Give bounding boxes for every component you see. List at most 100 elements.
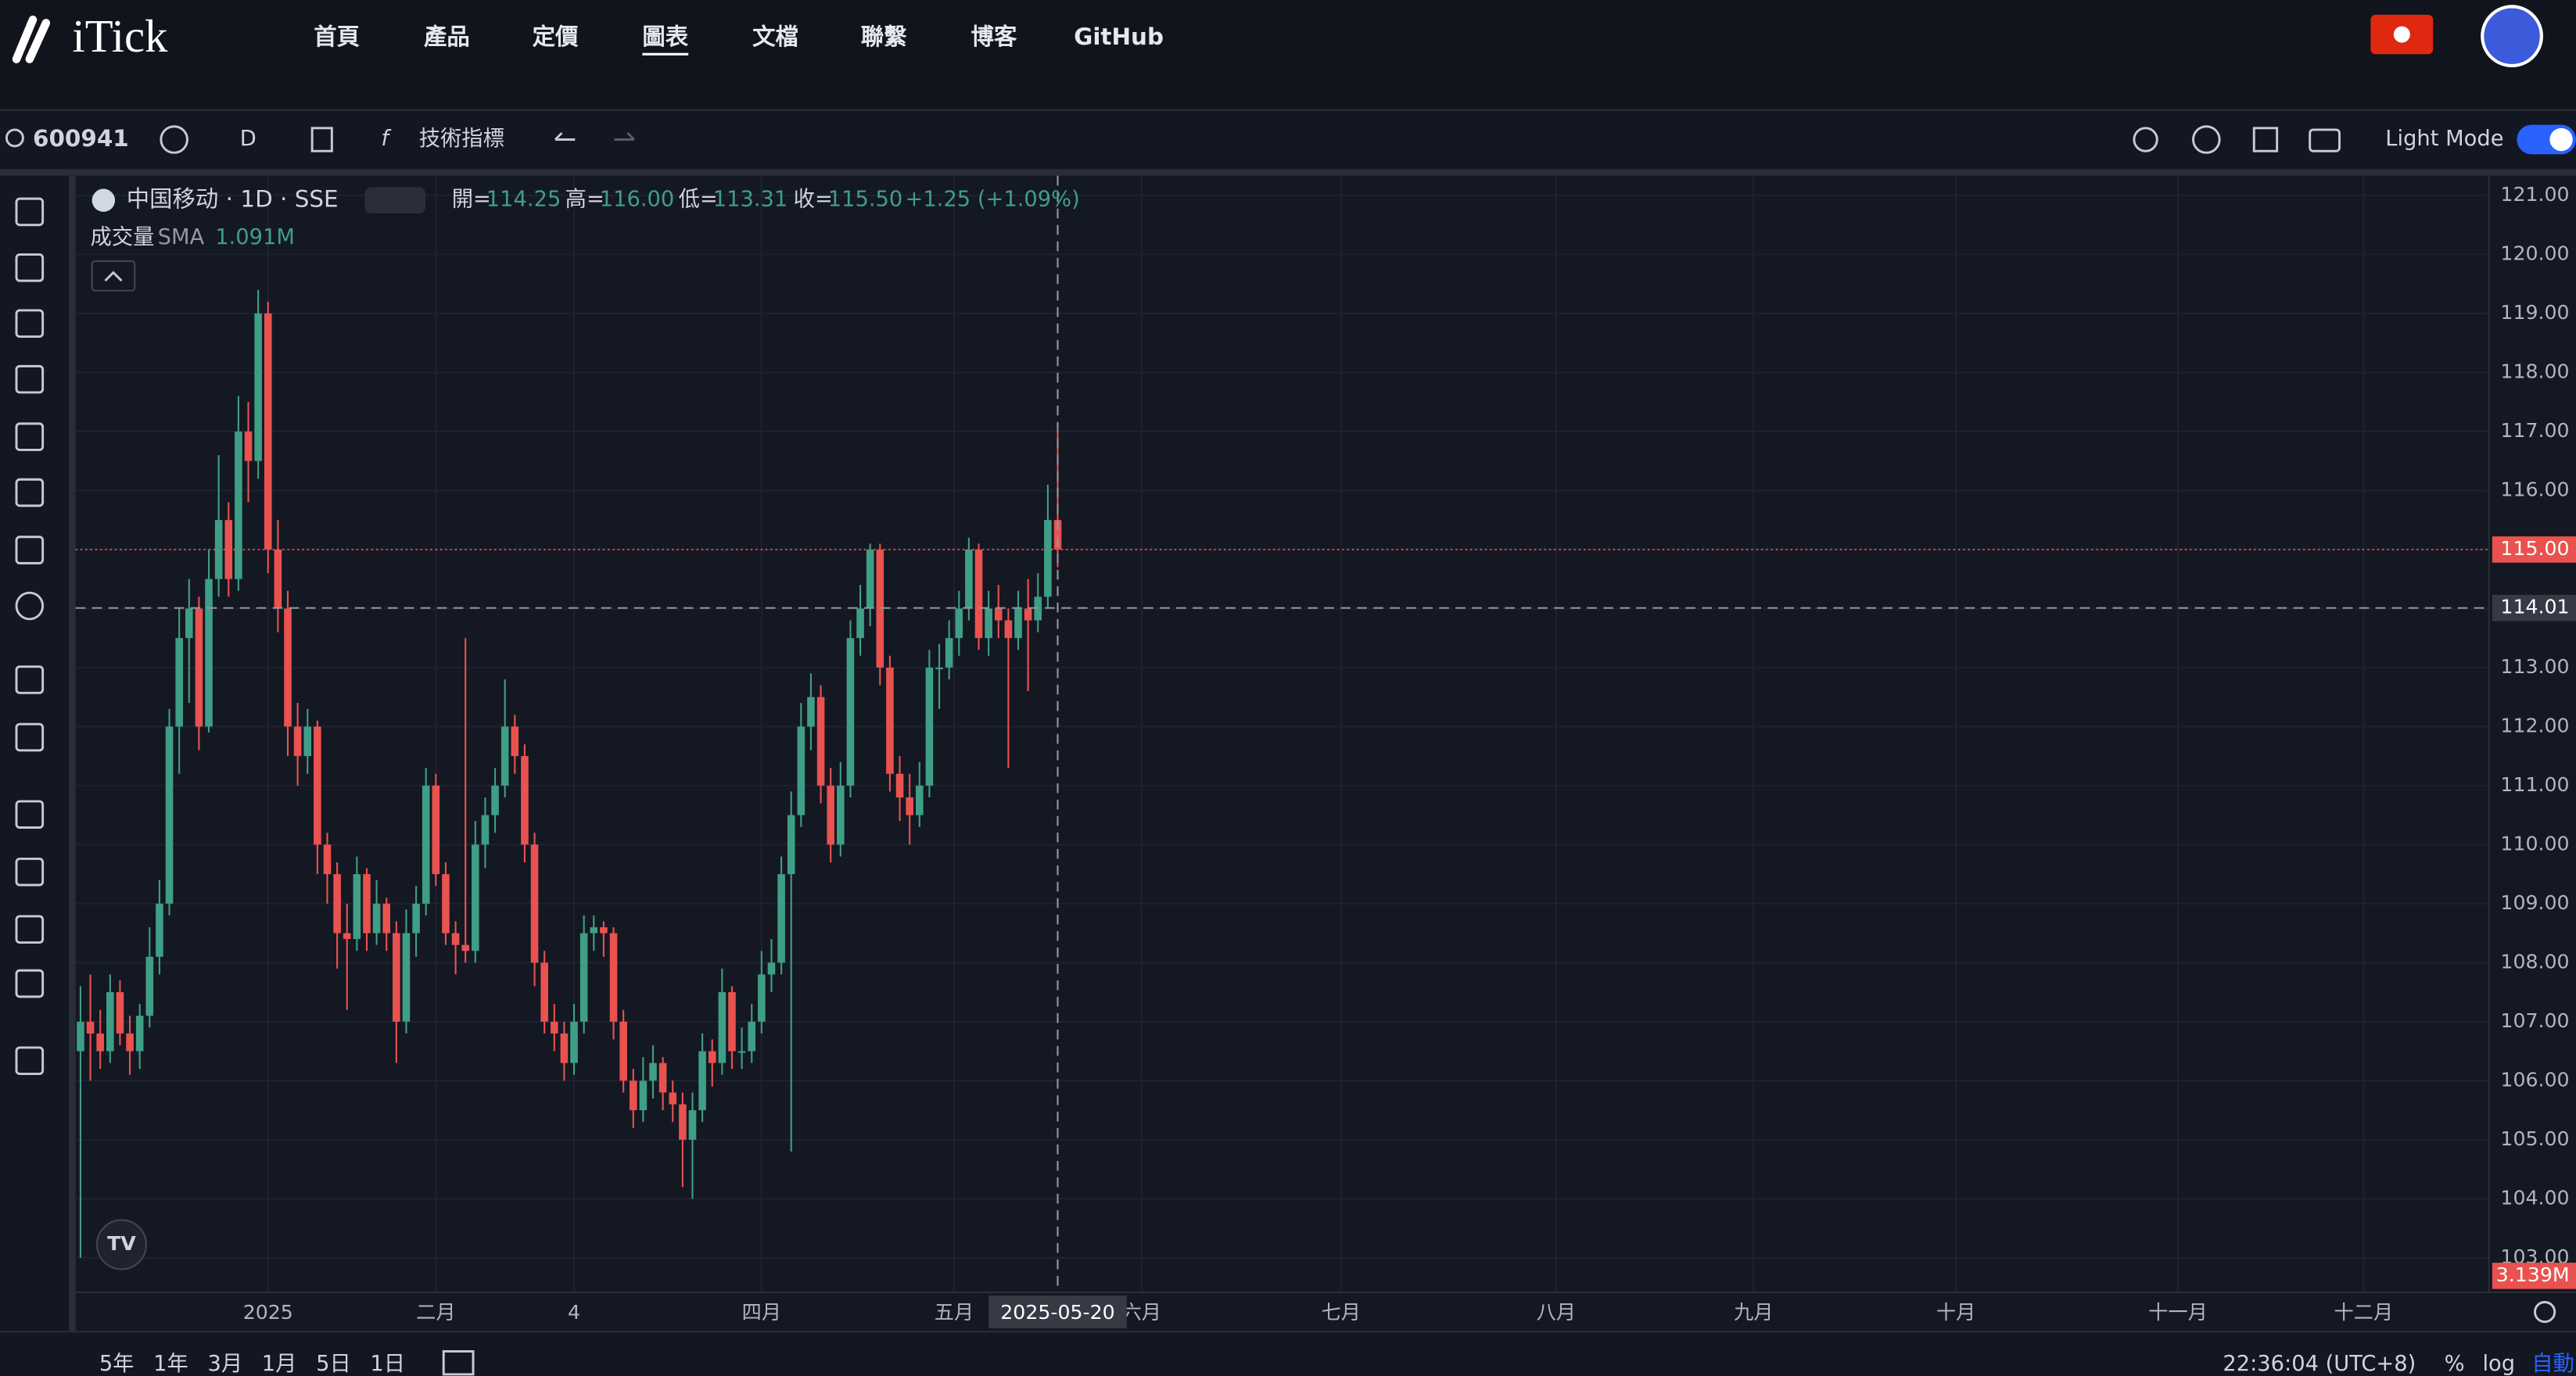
fullscreen-icon[interactable] — [2252, 127, 2279, 152]
tool-button[interactable] — [15, 969, 45, 998]
candle-body — [916, 785, 924, 815]
nav-item[interactable]: 產品 — [424, 23, 470, 50]
y-tick-label: 108.00 — [2500, 950, 2569, 973]
tool-button[interactable] — [15, 1046, 45, 1076]
candle-body — [472, 844, 479, 951]
nav-item[interactable]: GitHub — [1074, 23, 1164, 50]
redo[interactable] — [614, 132, 635, 141]
candle-body — [639, 1080, 648, 1111]
candle-body — [135, 1016, 144, 1052]
scale-option[interactable]: 自動 — [2531, 1352, 2574, 1376]
theme-toggle-label: Light Mode — [2385, 127, 2503, 151]
indicators[interactable]: 技術指標 — [419, 127, 504, 151]
tool-button[interactable] — [15, 857, 45, 887]
range-button[interactable]: 1日 — [370, 1352, 405, 1376]
candle-body — [481, 815, 490, 845]
tool-button[interactable] — [15, 591, 45, 621]
y-tick-label: 116.00 — [2500, 478, 2569, 500]
footer — [0, 1331, 2576, 1376]
tool-button[interactable] — [15, 478, 45, 507]
crosshair-price-badge — [2492, 594, 2576, 622]
crosshair-date-badge — [988, 1295, 1127, 1329]
y-tick-label: 105.00 — [2500, 1127, 2569, 1150]
tool-button[interactable] — [15, 915, 45, 944]
logo[interactable]: iTick — [72, 11, 168, 62]
candle-body — [1024, 608, 1032, 621]
tool-button[interactable] — [15, 364, 45, 394]
alert-icon[interactable] — [2133, 127, 2158, 152]
ohlc-label: 高= — [565, 188, 605, 212]
x-tick-label: 十二月 — [2334, 1301, 2394, 1324]
range-bar: 5年 1年 3月 1月 5日 1日% log 自動 — [99, 1352, 2574, 1376]
settings-icon[interactable] — [2192, 125, 2221, 154]
tool-button[interactable] — [15, 722, 45, 752]
nav-item[interactable]: 聯繫 — [861, 23, 907, 50]
candle-body — [451, 933, 460, 945]
tool-button[interactable] — [15, 422, 45, 451]
legend-toggle[interactable] — [364, 187, 426, 214]
candle-body — [935, 667, 943, 669]
candle-body — [540, 962, 548, 1022]
candle-body — [521, 756, 529, 845]
y-tick-label: 120.00 — [2500, 242, 2569, 264]
date-picker[interactable] — [442, 1350, 475, 1376]
tv-mark: TV — [107, 1232, 136, 1255]
x-tick-label: 十一月 — [2148, 1301, 2208, 1324]
candle-body — [816, 697, 825, 786]
candle-body — [530, 844, 539, 963]
y-tick-label: 110.00 — [2500, 832, 2569, 855]
tool-button[interactable] — [15, 536, 45, 564]
range-button[interactable]: 1月 — [262, 1352, 297, 1376]
candle-body — [156, 903, 163, 957]
tool-button[interactable] — [15, 253, 45, 282]
candle-body — [1053, 520, 1062, 550]
tool-button[interactable] — [15, 309, 45, 339]
screenshot-icon[interactable] — [2309, 128, 2341, 152]
collapse-legend[interactable] — [91, 260, 136, 292]
candle-body — [393, 933, 400, 1022]
ohlc-label: 開= — [452, 188, 491, 212]
y-tick-label: 104.00 — [2500, 1186, 2569, 1209]
symbol[interactable]: 600941 — [33, 125, 129, 152]
candle-body — [126, 1033, 134, 1052]
y-tick-label: 106.00 — [2500, 1068, 2569, 1091]
undo[interactable] — [554, 132, 576, 141]
chart-type[interactable] — [310, 127, 333, 152]
candle-body — [86, 1021, 95, 1034]
tool-button[interactable] — [15, 197, 45, 227]
candle-body — [1014, 608, 1022, 639]
tradingview-logo[interactable] — [95, 1219, 148, 1270]
candle-body — [955, 608, 963, 639]
candle-body — [77, 1021, 84, 1052]
candle-body — [244, 431, 253, 461]
candle-body — [1044, 520, 1052, 597]
scale-option[interactable]: % — [2445, 1352, 2465, 1376]
candle-body — [293, 726, 302, 757]
tool-button[interactable] — [15, 800, 45, 829]
candle-body — [945, 638, 953, 668]
user-avatar[interactable] — [2481, 5, 2543, 68]
tool-button[interactable] — [15, 665, 45, 694]
range-button[interactable]: 5日 — [316, 1352, 351, 1376]
candle-body — [777, 874, 785, 963]
add-symbol[interactable] — [160, 125, 188, 154]
range-button[interactable]: 1年 — [153, 1352, 188, 1376]
nav-item[interactable]: 圖表 — [642, 23, 688, 50]
axis-settings[interactable] — [2534, 1301, 2556, 1324]
range-button[interactable]: 3月 — [207, 1352, 242, 1376]
nav-item[interactable]: 定價 — [533, 23, 579, 50]
candle-body — [264, 313, 272, 550]
scale-option[interactable]: log — [2482, 1352, 2515, 1376]
candle-body — [254, 313, 262, 461]
nav-item[interactable]: 博客 — [971, 23, 1017, 50]
candle-body — [145, 956, 154, 1016]
range-button[interactable]: 5年 — [99, 1352, 135, 1376]
interval[interactable]: D — [240, 127, 257, 151]
candle-body — [856, 608, 864, 639]
candle-body — [303, 726, 312, 757]
nav-item[interactable]: 文檔 — [752, 23, 798, 50]
nav-item[interactable]: 首頁 — [314, 23, 360, 50]
ohlc-value: 114.25 — [486, 188, 561, 212]
